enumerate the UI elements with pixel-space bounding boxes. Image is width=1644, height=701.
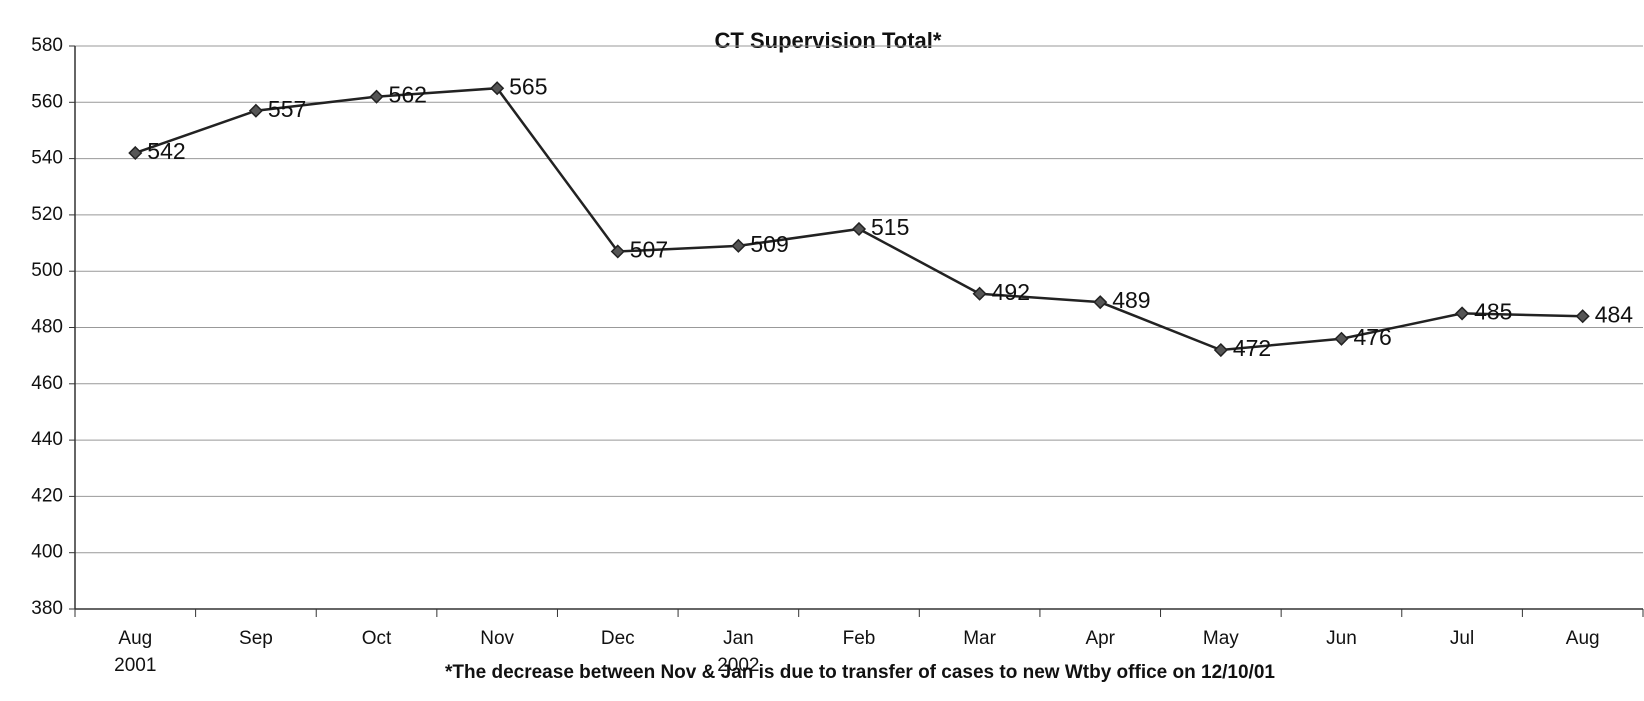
data-label: 484 (1595, 301, 1634, 327)
data-point (851, 221, 867, 237)
data-point (972, 286, 987, 301)
x-tick-label: May (1203, 628, 1239, 649)
x-tick-label: Nov (480, 628, 514, 649)
y-tick-label: 580 (31, 35, 63, 56)
data-label: 485 (1474, 299, 1512, 325)
x-tick-label: Oct (362, 628, 392, 649)
x-year-label: 2002 (717, 655, 759, 676)
y-tick-label: 520 (31, 204, 63, 225)
data-point (1213, 342, 1228, 358)
y-tick-label: 420 (31, 485, 63, 506)
x-year-label: 2001 (114, 655, 156, 676)
x-tick-label: Dec (601, 628, 635, 649)
y-tick-label: 560 (31, 91, 63, 112)
x-tick-label: Apr (1085, 628, 1115, 649)
data-label: 565 (509, 73, 547, 99)
data-label: 542 (147, 138, 185, 164)
y-tick-label: 460 (31, 373, 63, 394)
data-label: 562 (389, 82, 427, 108)
data-point (731, 238, 746, 253)
data-label: 472 (1233, 335, 1271, 361)
data-point (248, 103, 263, 118)
data-point (369, 89, 384, 104)
y-tick-label: 400 (31, 542, 63, 563)
y-tick-label: 440 (31, 429, 63, 450)
y-tick-label: 500 (31, 260, 63, 281)
y-tick-label: 380 (31, 598, 63, 619)
y-tick-label: 540 (31, 148, 63, 169)
chart-title: CT Supervision Total* (715, 28, 942, 53)
x-tick-label: Jun (1326, 628, 1357, 649)
x-tick-label: Jan (723, 628, 754, 649)
data-label: 492 (992, 279, 1030, 305)
series-line (134, 86, 1583, 352)
footnote: *The decrease between Nov & Jan is due t… (445, 662, 1275, 683)
data-point (490, 81, 505, 96)
x-tick-label: Aug (118, 628, 152, 649)
x-tick-label: Jul (1450, 628, 1474, 649)
data-point (128, 145, 143, 161)
x-tick-label: Sep (239, 628, 273, 649)
data-point (610, 244, 625, 259)
data-label: 507 (630, 237, 668, 263)
data-label: 476 (1353, 324, 1391, 350)
x-tick-label: Feb (843, 628, 876, 649)
y-tick-label: 480 (31, 317, 63, 338)
data-label: 509 (750, 231, 788, 257)
x-tick-label: Aug (1566, 628, 1600, 649)
data-label: 489 (1112, 287, 1150, 313)
x-tick-label: Mar (963, 628, 996, 649)
data-point (1093, 295, 1108, 310)
data-point (1334, 331, 1349, 346)
data-label: 515 (871, 214, 909, 240)
data-point (1575, 309, 1590, 324)
data-point (1455, 306, 1470, 321)
data-label: 557 (268, 96, 306, 122)
